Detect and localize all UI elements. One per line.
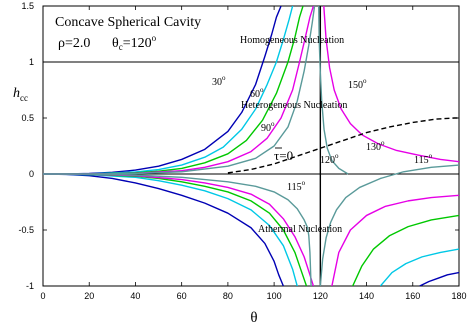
series-3-lower-right-curve (331, 194, 459, 286)
series-1-lower-curve (43, 173, 298, 286)
theta-c-label: θc=120o (112, 33, 157, 52)
series-0-lower-curve (43, 173, 285, 286)
label-90: 90o (261, 120, 275, 134)
x-axis-label: θ (250, 310, 257, 326)
rho-label: ρ=2.0 (58, 36, 90, 51)
theta-c-subscript: c (119, 42, 123, 52)
y-tick-label: -1 (26, 281, 34, 291)
plot-frame (42, 5, 460, 287)
series-1-lower-right-curve (379, 248, 459, 286)
x-tick-label: 20 (84, 291, 94, 301)
tau-rest: =0 (279, 148, 293, 163)
series-0-lower-right-curve (419, 271, 459, 286)
y-tick-label: -0.5 (18, 225, 34, 235)
label-115-left: 115o (287, 179, 306, 193)
label-30: 30o (212, 74, 226, 88)
x-tick-label: 180 (451, 291, 466, 301)
label-60: 60o (250, 86, 264, 100)
tau-zero-label: τ=0 (274, 148, 293, 163)
label-heterogeneous: Heterogeneous Nucleation (241, 100, 347, 111)
label-athermal: Athermal Nucleation (258, 224, 342, 235)
y-tick-label: 0 (29, 169, 34, 179)
x-tick-label: 160 (405, 291, 420, 301)
curve-labels: 30o 60o 90o 150o 130o 120o 115o 115o (212, 74, 433, 193)
x-tick-label: 0 (40, 291, 45, 301)
tau-symbol: τ (274, 148, 279, 163)
y-axis-label: hcc (13, 86, 28, 103)
tau-zero-dashed-curve (227, 117, 459, 174)
series-4-lower-curve (43, 173, 312, 286)
x-tick-label: 140 (359, 291, 374, 301)
series-4-upper-curve (43, 6, 316, 175)
y-tick-label: 0.5 (21, 113, 34, 123)
series-4-upper-right-curve (318, 6, 349, 175)
series-1-upper-curve (43, 6, 294, 175)
x-tick-label: 60 (177, 291, 187, 301)
axis-ticks: 0 20 40 60 80 100 120 140 160 180 -1 -0.5 0 0.5 1 1.5 (18, 1, 466, 301)
title-box: Concave Spherical Cavity ρ=2.0 θc=120o (55, 15, 201, 52)
series-3-upper-right-curve (323, 6, 459, 163)
x-tick-label: 80 (223, 291, 233, 301)
theta-c-value: =120 (123, 36, 152, 51)
label-homogeneous: Homogeneous Nucleation (240, 35, 344, 46)
label-150: 150o (348, 77, 367, 91)
label-130: 130o (366, 139, 385, 153)
x-tick-label: 120 (313, 291, 328, 301)
curves (43, 6, 459, 286)
y-tick-label: 1.5 (21, 1, 34, 11)
series-4-lower-right-curve (319, 164, 459, 286)
label-115-right: 115o (414, 152, 433, 166)
title-line1: Concave Spherical Cavity (55, 15, 201, 30)
x-tick-label: 40 (130, 291, 140, 301)
theta-c-degree: o (152, 33, 157, 43)
label-120: 120o (320, 152, 339, 166)
y-tick-label: 1 (29, 57, 34, 67)
theta-c-symbol: θ (112, 36, 119, 51)
series-2-lower-right-curve (352, 214, 459, 286)
x-tick-label: 100 (267, 291, 282, 301)
